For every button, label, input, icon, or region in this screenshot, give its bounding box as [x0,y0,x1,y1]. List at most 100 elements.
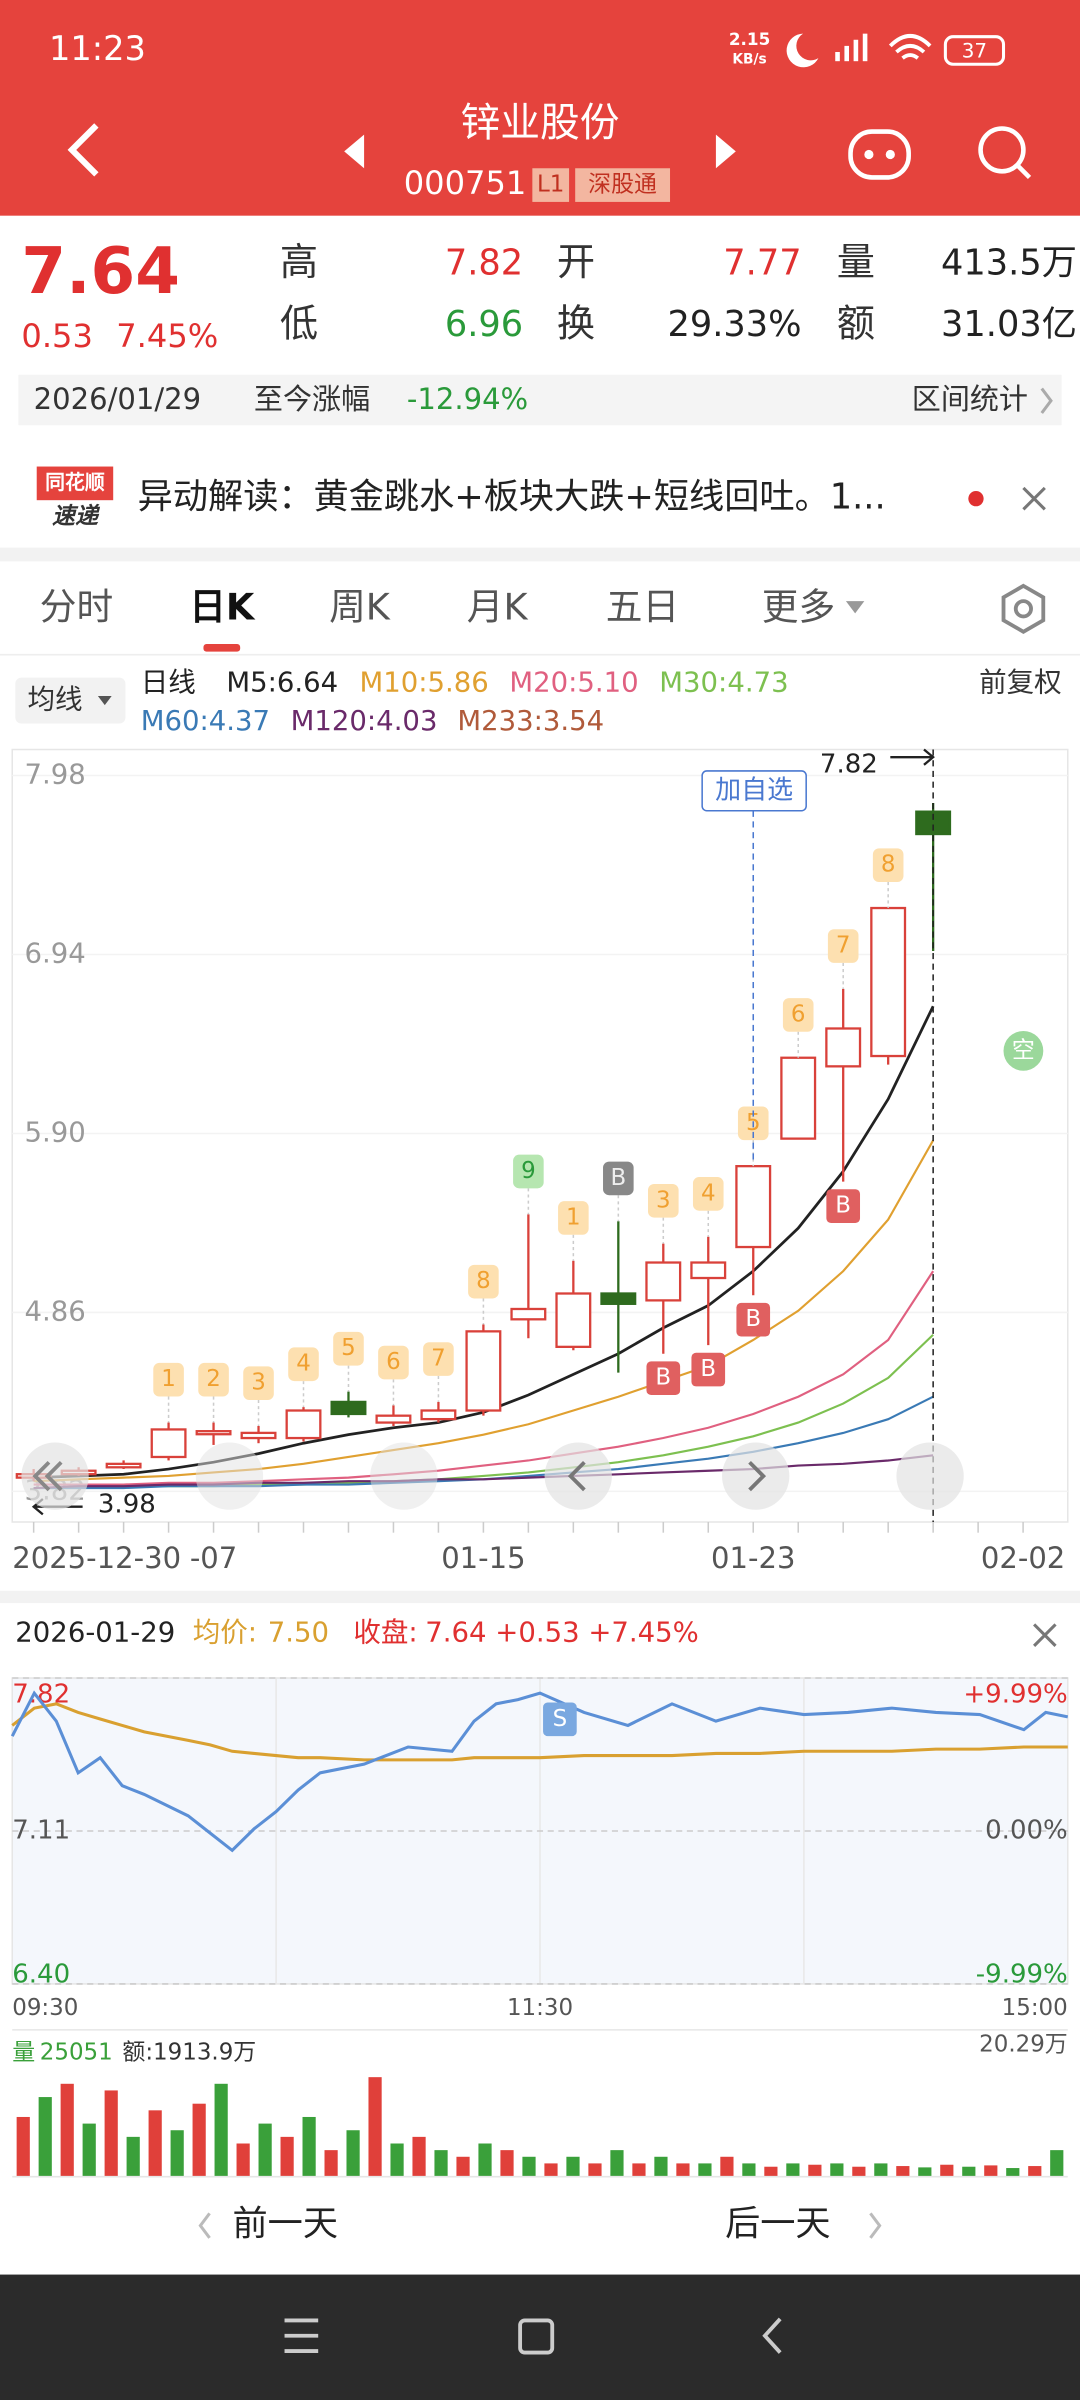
x-tick-label: 02-02 [981,1541,1065,1575]
tab-indicator [203,643,241,652]
volume-bar [258,2123,272,2177]
rewind-icon [32,1460,63,1492]
rewind-button[interactable] [21,1442,89,1510]
next-stock[interactable] [715,134,736,169]
range-arrow [1040,387,1053,414]
left-button[interactable] [544,1442,612,1510]
range-bar[interactable] [18,374,1062,426]
range-button[interactable]: 区间统计 [912,382,1028,416]
nav-back[interactable] [762,2317,782,2354]
volume-bar [500,2150,514,2177]
badge-text: 7 [431,1346,446,1372]
volume-bar [214,2083,228,2177]
change-pct: 7.45% [116,317,218,355]
ma-line [33,1270,935,1486]
x-tick-label: 09:30 [12,1995,78,2021]
nav-menu[interactable] [284,2318,319,2353]
amount-label: 额 [837,302,875,346]
legend-entry: M30:4.73 [659,667,788,699]
tab[interactable]: 周K [329,585,391,628]
candle-body [420,1409,457,1421]
tab[interactable]: 月K [467,585,529,628]
range-date: 2026/01/29 [34,382,201,416]
y-tick-label: 5.90 [24,1116,85,1148]
y2-tick-label: -9.99% [976,1959,1068,1989]
badge [378,1345,409,1380]
badge [288,1347,319,1382]
high-arrow [890,748,935,766]
badge [153,1362,184,1397]
volume-bar [346,2130,360,2177]
adjust-label[interactable]: 前复权 [979,667,1062,699]
badge-text: 2 [206,1366,221,1392]
tab[interactable]: 五日 [606,585,679,628]
tab-bar: 分时 日K 周K 月K 五日 更多 [40,585,835,652]
robot-icon[interactable] [848,129,911,180]
volume-bar [434,2150,448,2177]
volume-bar [236,2143,250,2177]
back-button[interactable] [67,123,99,177]
nav-bar [0,2274,1080,2400]
intraday-date: 2026-01-29 [15,1617,175,1649]
high-value: 7.82 [445,243,523,284]
volume-bar [412,2136,426,2177]
x-tick-label: 01-23 [711,1541,795,1575]
price: 7.64 [21,234,180,309]
volume-bar [764,2166,778,2177]
volume-bar [962,2166,976,2177]
badge-text: 8 [476,1268,491,1294]
news-logo-top: 同花顺 [45,471,105,494]
intraday-close[interactable] [1033,1623,1057,1647]
close-label: 收盘: [353,1617,417,1649]
low-value: 6.96 [445,304,523,345]
volume-bar [632,2163,646,2177]
prev-day[interactable]: 前一天 [233,2204,339,2245]
kline-chart: 7.986.945.904.863.822025-12-30-0701-1501… [12,667,1068,1575]
y-tick-label: 7.11 [12,1815,70,1845]
volume-bar [808,2164,822,2177]
search-icon[interactable] [978,126,1032,180]
candle-body [870,906,907,1058]
badge [692,1177,724,1211]
kline-frame [11,748,1069,1523]
zoom-in-button[interactable] [195,1442,264,1510]
open-label: 开 [557,241,595,285]
y-tick-label: 6.40 [12,1959,70,1989]
left-icon [567,1460,586,1492]
zoom-out-button[interactable] [370,1442,438,1510]
turnover-label: 换 [557,302,595,346]
y-tick-label: 4.86 [24,1295,85,1327]
news-close[interactable] [1022,486,1046,511]
ma-button[interactable] [15,677,126,724]
y-tick-label: 6.94 [24,937,85,969]
volume-bar [324,2150,338,2177]
badge [513,1154,544,1189]
amount-value: 额:1913.9万 [122,2039,256,2065]
badge-text: 4 [296,1351,311,1377]
badge [558,1201,589,1235]
watch-text: 加自选 [715,775,793,805]
fullscreen-button[interactable] [896,1442,964,1510]
badge-text: B [610,1165,626,1191]
open-value: 7.77 [723,243,801,284]
volume-bar [588,2163,602,2177]
candle-body [555,1292,592,1348]
news-text[interactable]: 异动解读：黄金跳水+板块大跌+短线回吐。1... [138,477,886,518]
sell-text: S [553,1706,568,1732]
tab[interactable]: 日K [189,585,256,628]
tab[interactable]: 分时 [40,585,113,628]
badge [648,1183,679,1218]
badge-text: 3 [656,1187,671,1213]
tab[interactable]: 更多 [762,585,835,628]
x-tick-label: 11:30 [507,1995,573,2021]
settings-icon[interactable] [1001,583,1046,634]
badge-text: 7 [836,933,851,959]
amount-value: 31.03亿 [941,304,1077,345]
prev-stock[interactable] [344,134,365,169]
right-button[interactable] [722,1442,790,1510]
nav-home[interactable] [518,2318,555,2355]
volume-bar [544,2163,558,2177]
battery-level: 37 [962,40,987,63]
empty-text: 空 [1012,1037,1035,1063]
next-day[interactable]: 后一天 [725,2204,831,2245]
